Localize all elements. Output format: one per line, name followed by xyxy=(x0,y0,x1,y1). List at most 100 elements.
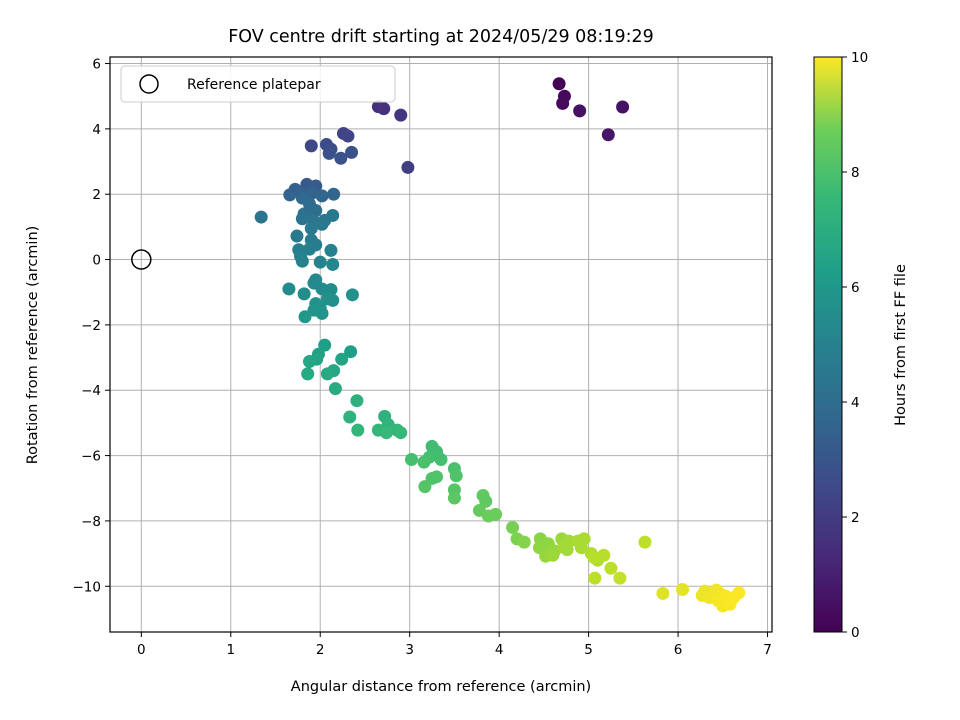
data-point xyxy=(326,293,340,307)
x-tick-label: 7 xyxy=(763,642,772,658)
x-axis-label: Angular distance from reference (arcmin) xyxy=(291,679,591,695)
data-point xyxy=(560,543,574,557)
data-point xyxy=(447,491,461,505)
data-point xyxy=(517,535,531,549)
data-point xyxy=(379,426,393,440)
data-point xyxy=(254,210,268,224)
data-point xyxy=(613,571,627,585)
data-point xyxy=(506,520,520,534)
colorbar-tick-label: 4 xyxy=(851,395,860,411)
data-point xyxy=(283,188,297,202)
data-point xyxy=(546,548,560,562)
data-point xyxy=(350,394,364,408)
colorbar-tick-label: 2 xyxy=(851,510,860,526)
data-point xyxy=(320,367,334,381)
data-point xyxy=(326,208,340,222)
data-point xyxy=(638,535,652,549)
colorbar-label: Hours from first FF file xyxy=(893,264,909,426)
data-point xyxy=(377,102,391,116)
y-tick-label: 6 xyxy=(92,57,101,73)
data-point xyxy=(656,586,670,600)
data-point xyxy=(327,187,341,201)
legend: Reference platepar xyxy=(120,65,396,103)
data-point xyxy=(345,145,359,159)
data-point xyxy=(290,229,304,243)
data-point xyxy=(322,146,336,160)
x-tick-label: 2 xyxy=(316,642,325,658)
y-tick-label: −10 xyxy=(73,579,102,595)
data-point xyxy=(481,509,495,523)
x-tick-label: 3 xyxy=(405,642,414,658)
reference-platepar-marker xyxy=(131,249,152,270)
data-point xyxy=(328,382,342,396)
data-point xyxy=(302,354,316,368)
data-point xyxy=(556,96,570,110)
data-point xyxy=(394,426,408,440)
y-tick-label: −4 xyxy=(81,383,101,399)
x-tick-label: 5 xyxy=(584,642,593,658)
x-axis-ticks: 0 1 2 3 4 5 6 7 xyxy=(137,632,772,658)
data-point xyxy=(394,108,408,122)
y-tick-label: 2 xyxy=(92,187,101,203)
data-point xyxy=(604,561,618,575)
data-point xyxy=(335,352,349,366)
data-point xyxy=(434,453,448,466)
data-point xyxy=(351,423,365,437)
x-tick-label: 1 xyxy=(226,642,235,658)
y-axis-ticks: −10 −8 −6 −4 −2 0 2 4 6 xyxy=(73,57,110,595)
grid xyxy=(110,57,772,632)
y-tick-label: −6 xyxy=(81,449,101,465)
data-point xyxy=(449,469,463,483)
x-tick-label: 6 xyxy=(674,642,683,658)
data-point xyxy=(601,128,615,142)
colorbar-ticks: 0 2 4 6 8 10 xyxy=(842,50,868,641)
data-point xyxy=(404,453,418,466)
legend-marker-circle-icon xyxy=(139,74,159,94)
colorbar xyxy=(813,56,843,633)
data-point xyxy=(282,282,296,296)
data-point xyxy=(326,257,340,271)
legend-entry-reference: Reference platepar xyxy=(187,77,321,93)
plot-frame xyxy=(109,56,773,633)
data-point xyxy=(304,139,318,153)
y-axis-label: Rotation from reference (arcmin) xyxy=(25,226,41,465)
data-point xyxy=(676,583,690,597)
data-point xyxy=(298,310,312,324)
data-point xyxy=(334,151,348,165)
data-point xyxy=(401,160,415,174)
chart-title: FOV centre drift starting at 2024/05/29 … xyxy=(228,27,654,47)
data-point xyxy=(345,288,359,302)
data-point xyxy=(417,455,431,469)
data-point xyxy=(301,367,315,381)
data-point xyxy=(418,480,432,494)
y-tick-label: −2 xyxy=(81,318,101,334)
data-point xyxy=(309,204,323,218)
data-point xyxy=(302,242,316,256)
data-point xyxy=(588,571,602,585)
y-tick-label: 4 xyxy=(92,122,101,138)
data-point xyxy=(304,222,318,236)
colorbar-tick-label: 10 xyxy=(851,50,868,66)
data-point xyxy=(574,541,588,555)
data-point xyxy=(315,306,329,320)
colorbar-tick-label: 8 xyxy=(851,165,860,181)
data-point xyxy=(297,287,311,301)
data-point xyxy=(313,255,327,269)
data-point xyxy=(616,100,630,114)
y-tick-label: −8 xyxy=(81,514,101,530)
legend-box xyxy=(120,65,396,103)
colorbar-tick-label: 0 xyxy=(851,625,860,641)
reference-layer xyxy=(131,249,152,270)
data-point xyxy=(324,243,338,257)
data-point xyxy=(295,212,309,226)
data-point xyxy=(318,338,332,352)
data-point xyxy=(597,548,611,562)
data-point xyxy=(315,189,329,203)
data-point xyxy=(315,217,329,231)
x-tick-label: 4 xyxy=(495,642,504,658)
data-point xyxy=(344,345,358,359)
colorbar-tick-label: 6 xyxy=(851,280,860,296)
data-point xyxy=(341,129,355,143)
data-point xyxy=(552,77,566,91)
